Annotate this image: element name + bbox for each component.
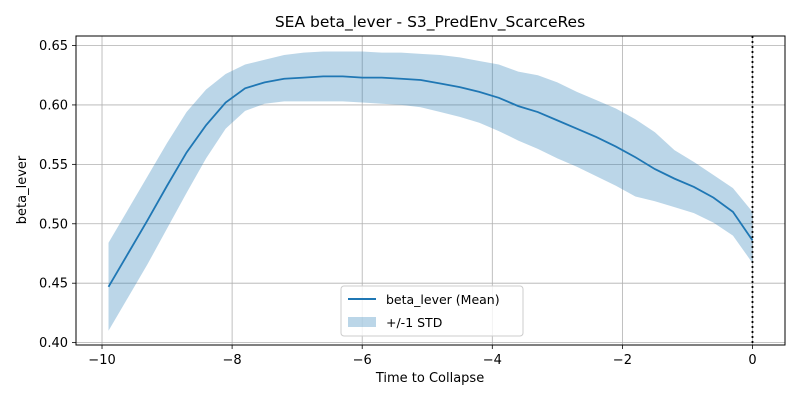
legend-band-label: +/-1 STD bbox=[386, 315, 442, 330]
y-tick-label-4: 0.60 bbox=[39, 98, 68, 113]
y-tick-label-2: 0.50 bbox=[39, 217, 68, 232]
x-tick-label-3: −4 bbox=[483, 353, 502, 368]
y-tick-label-0: 0.40 bbox=[39, 336, 68, 351]
x-tick-label-2: −6 bbox=[353, 353, 372, 368]
x-tick-label-1: −8 bbox=[223, 353, 242, 368]
x-axis-ticks: −10 −8 −6 −4 −2 0 bbox=[88, 345, 757, 368]
y-tick-label-5: 0.65 bbox=[39, 39, 68, 54]
legend-mean-label: beta_lever (Mean) bbox=[386, 292, 500, 307]
legend-box bbox=[340, 285, 524, 337]
x-axis-label: Time to Collapse bbox=[375, 371, 484, 386]
x-tick-label-4: −2 bbox=[613, 353, 632, 368]
legend-band-swatch bbox=[348, 317, 376, 327]
y-axis-ticks: 0.40 0.45 0.50 0.55 0.60 0.65 bbox=[39, 39, 76, 351]
x-tick-label-5: 0 bbox=[748, 353, 756, 368]
plot-frame bbox=[75, 35, 786, 346]
std-band bbox=[108, 51, 753, 331]
x-tick-label-0: −10 bbox=[88, 353, 115, 368]
y-tick-label-3: 0.55 bbox=[39, 158, 68, 173]
grid bbox=[76, 36, 785, 345]
y-axis-label: beta_lever bbox=[15, 155, 30, 224]
y-tick-label-1: 0.45 bbox=[39, 277, 68, 292]
legend: beta_lever (Mean) +/-1 STD bbox=[340, 285, 524, 337]
mean-line bbox=[107, 75, 754, 288]
chart-title: SEA beta_lever - S3_PredEnv_ScarceRes bbox=[275, 13, 585, 32]
